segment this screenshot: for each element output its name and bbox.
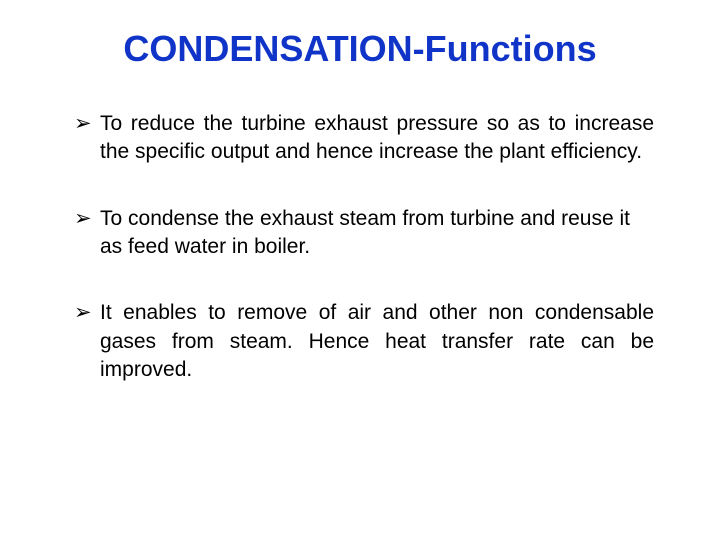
page-title: CONDENSATION-Functions [74, 28, 646, 70]
list-item: To condense the exhaust steam from turbi… [74, 205, 654, 262]
slide: CONDENSATION-Functions To reduce the tur… [0, 0, 720, 540]
bullet-list: To reduce the turbine exhaust pressure s… [56, 110, 664, 384]
list-item: To reduce the turbine exhaust pressure s… [74, 110, 654, 167]
list-item: It enables to remove of air and other no… [74, 299, 654, 384]
